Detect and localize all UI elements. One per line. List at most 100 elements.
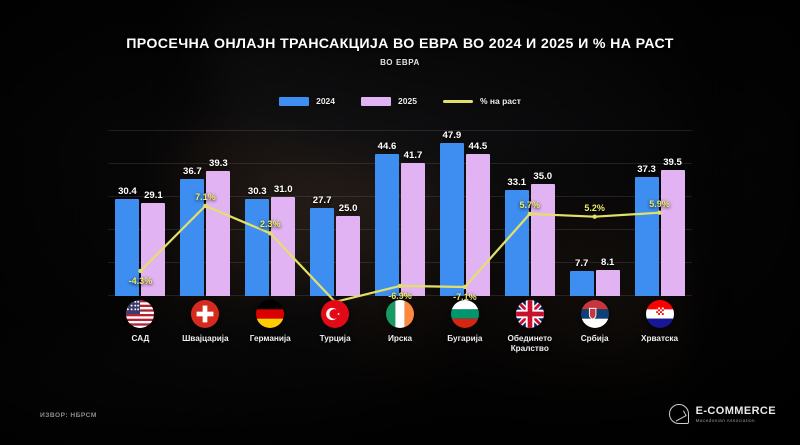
bar-rect[interactable] [115,198,140,296]
legend-label: 2025 [398,96,417,106]
growth-value-label: -6.9% [388,290,412,301]
growth-value-label: -7.1% [453,292,477,302]
category-label: Германија [249,334,291,343]
bar-value-label: 29.1 [144,190,163,202]
category-item[interactable]: Бугарија [426,300,504,344]
bar-2024[interactable]: 44.6 [375,130,399,296]
bar-group: 44.6 41.7 [374,130,426,296]
bar-rect[interactable] [465,153,490,296]
bar-2024[interactable]: 30.3 [245,130,270,296]
bar-2024[interactable]: 37.3 [634,130,659,296]
growth-value-label: 2.3% [259,219,281,230]
bar-group: 30.3 31.0 [244,130,296,296]
category-label: Србија [580,334,609,343]
bar-2025[interactable]: 29.1 [141,130,166,296]
bar-2025[interactable]: 8.1 [595,130,620,296]
growth-value-label: 5.2% [584,202,605,213]
bar-2025[interactable]: 41.7 [401,130,425,296]
category-label: САД [131,334,150,343]
category-label: Обединето Кралство [507,334,553,353]
bar-rect[interactable] [595,270,620,296]
bar-value-label: 44.6 [377,140,397,152]
bar-group: 47.9 44.5 [439,130,491,296]
bar-rect[interactable] [206,170,231,296]
bar-value-label: 37.3 [637,163,656,175]
bar-group: 33.1 35.0 [504,130,556,296]
bar-value-label: 30.3 [247,186,267,198]
category-label: Турција [319,334,351,343]
bar-group: 30.4 29.1 [114,130,166,296]
category-item[interactable]: Србија [556,300,634,344]
serbia-flag [580,300,609,328]
legend-item-2024[interactable]: 2024 [279,96,335,106]
legend-swatch-icon [361,96,392,106]
category-item[interactable]: САД [101,300,179,344]
bar-rect[interactable] [439,143,464,296]
bar-value-label: 8.1 [600,257,615,269]
growth-value-label: 5.7% [519,199,541,210]
bar-2024[interactable]: 47.9 [439,130,464,296]
bar-2024[interactable]: 36.7 [180,130,205,296]
category-item[interactable]: Германија [231,300,309,344]
category-label: Швајцарија [182,334,229,343]
chart-legend: 2024 2025 % на раст [0,96,800,106]
ireland-flag [386,300,414,328]
bar-2024[interactable]: 33.1 [504,130,529,296]
growth-value-label: 7.1% [195,191,216,202]
bar-2024[interactable]: 27.7 [310,130,335,296]
legend-item-2025[interactable]: 2025 [361,96,417,106]
growth-value-label: 5.9% [649,198,670,209]
bar-rect[interactable] [375,153,399,296]
legend-swatch-icon [442,99,473,103]
ecommerce-mark-icon [668,404,689,424]
bar-value-label: 25.0 [338,203,358,215]
bar-rect[interactable] [310,207,335,296]
bar-value-label: 36.7 [182,165,202,177]
category-item[interactable]: Швајцарија [166,300,244,344]
legend-label: 2024 [316,96,336,106]
category-item[interactable]: Обединето Кралство [491,300,569,353]
bar-2025[interactable]: 44.5 [465,130,490,296]
legend-item-%-на-раст[interactable]: % на раст [442,96,521,106]
bar-value-label: 27.7 [312,194,332,206]
bar-2025[interactable]: 39.5 [660,130,685,296]
bar-value-label: 7.7 [574,258,589,270]
chart-plot-area: 30.4 29.1 36.7 39.3 30.3 31.0 27.7 25.0 44.6 41.7… [108,130,692,317]
category-axis: САД Швајцарија Германија Турција Ирска Б… [108,300,692,370]
bar-rect[interactable] [336,216,361,296]
growth-value-label: -4.3% [128,276,153,286]
bar-group: 27.7 25.0 [309,130,361,296]
bar-2025[interactable]: 39.3 [206,130,231,296]
bar-rect[interactable] [271,197,296,296]
category-item[interactable]: Ирска [361,300,439,344]
bar-rect[interactable] [245,199,270,296]
bar-group: 7.7 8.1 [569,130,621,296]
category-label: Бугарија [447,334,483,343]
bar-rect[interactable] [401,162,425,296]
bar-group: 36.7 39.3 [179,130,231,296]
bar-2024[interactable]: 30.4 [115,130,140,296]
bar-2025[interactable]: 35.0 [530,130,555,296]
bar-group: 37.3 39.5 [634,130,686,296]
usa-flag [126,300,155,328]
bar-rect[interactable] [569,271,594,296]
germany-flag [256,300,285,328]
united-kingdom-flag [515,300,544,328]
source-note: ИЗВОР: НБРСМ [40,412,97,419]
bar-value-label: 30.4 [118,185,137,197]
legend-swatch-icon [279,96,310,106]
bar-2024[interactable]: 7.7 [569,130,594,296]
bar-value-label: 33.1 [507,177,527,189]
chart-title: ПРОСЕЧНА ОНЛАЈН ТРАНСАКЦИЈА ВО ЕВРА ВО 2… [126,36,674,52]
brand-subtitle: Macedonian Association [695,418,756,424]
bar-rect[interactable] [634,176,659,296]
bar-value-label: 39.3 [208,157,228,169]
category-item[interactable]: Турција [296,300,374,344]
category-item[interactable]: Хрватска [621,300,699,344]
bar-2025[interactable]: 25.0 [336,130,361,296]
turkey-flag [321,300,350,328]
croatia-flag [645,300,674,328]
bar-rect[interactable] [660,169,685,296]
chart-subtitle: ВО ЕВРА [380,58,420,67]
bar-2025[interactable]: 31.0 [271,130,296,296]
